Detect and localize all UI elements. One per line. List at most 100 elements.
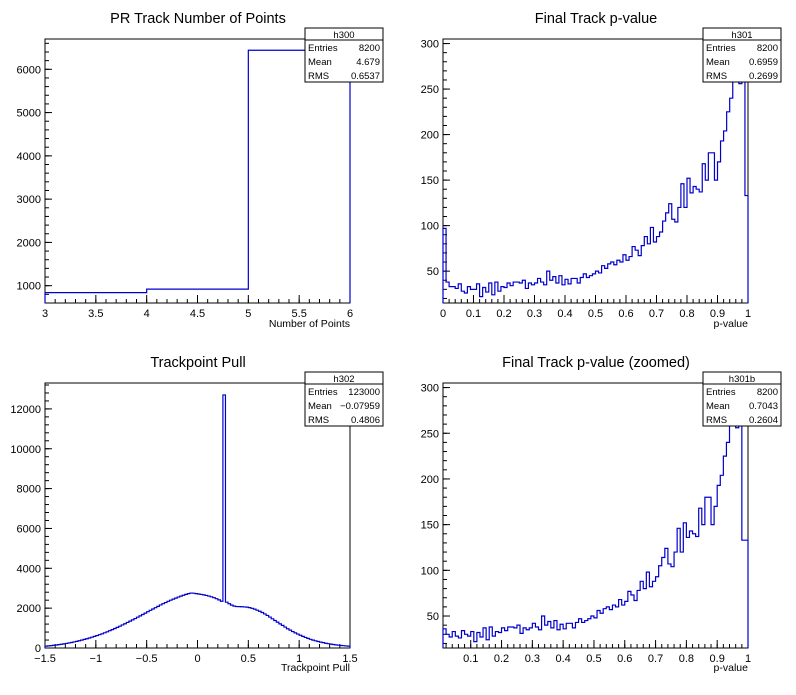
stats-value: 8200 [757, 387, 778, 398]
stats-label: Entries [308, 387, 338, 398]
x-tick-label: 0.4 [557, 308, 572, 320]
y-tick-label: 8000 [17, 484, 41, 496]
stats-value: 123000 [348, 387, 380, 398]
x-tick-label: 4 [144, 308, 150, 320]
stats-label: RMS [706, 415, 727, 426]
y-tick-label: 12000 [10, 404, 41, 416]
stats-label: RMS [706, 71, 727, 82]
panel-final-track-p-value-zoomed: Final Track p-value (zoomed) p-value 50 1… [421, 355, 782, 674]
y-tick-label: 4000 [17, 151, 41, 163]
y-tick-label: 300 [421, 39, 439, 51]
stats-value: 0.6537 [351, 71, 380, 82]
y-tick-label: 5000 [17, 108, 41, 120]
histogram-series [442, 38, 749, 303]
plot-frame [44, 382, 351, 649]
histogram-series [44, 394, 351, 648]
x-tick-label: 0 [440, 308, 446, 320]
plot-frame [44, 38, 351, 304]
stats-label: Mean [308, 401, 332, 412]
panel-final-track-p-value: Final Track p-value p-value 50 100 150 200 2… [421, 11, 782, 330]
panel-title: Trackpoint Pull [150, 355, 245, 371]
x-axis-label: Number of Points [269, 318, 350, 330]
y-tick-label: 100 [421, 221, 439, 233]
x-tick-label: 5.5 [292, 308, 307, 320]
histogram-series [44, 49, 351, 303]
y-tick-label: 100 [421, 565, 439, 577]
y-tick-label: 0 [35, 643, 41, 655]
x-axis-label: p-value [714, 318, 749, 330]
y-tick-label: 4000 [17, 563, 41, 575]
stats-box [304, 27, 384, 83]
x-tick-label: −1 [90, 653, 103, 665]
stats-name: h302 [333, 374, 354, 385]
x-tick-label: 0.7 [648, 653, 663, 665]
stats-value: 8200 [359, 43, 380, 54]
x-tick-label: 0.1 [466, 308, 481, 320]
panel-title: PR Track Number of Points [110, 11, 286, 27]
x-tick-label: 0.5 [588, 308, 603, 320]
stats-value: −0.07959 [340, 401, 380, 412]
y-tick-label: 150 [421, 520, 439, 532]
stats-label: Mean [706, 401, 730, 412]
stats-value: 0.7043 [749, 401, 778, 412]
stats-box [702, 371, 782, 427]
stats-value: 0.4806 [351, 415, 380, 426]
panel-trackpoint-pull: Trackpoint Pull Trackpoint Pull 0 2000 400… [10, 355, 384, 674]
stats-label: RMS [308, 71, 329, 82]
x-tick-label: 6 [347, 308, 353, 320]
x-tick-label: 0.4 [556, 653, 571, 665]
stats-label: Mean [706, 57, 730, 68]
y-tick-label: 6000 [17, 64, 41, 76]
x-tick-label: 3.5 [88, 308, 103, 320]
x-tick-label: 0 [194, 653, 200, 665]
stats-label: Entries [308, 43, 338, 54]
x-tick-label: −0.5 [136, 653, 158, 665]
y-tick-label: 6000 [17, 523, 41, 535]
x-tick-label: 0.5 [241, 653, 256, 665]
x-tick-label: 0.2 [496, 308, 511, 320]
stats-value: 0.2604 [749, 415, 778, 426]
y-tick-label: 250 [421, 84, 439, 96]
y-tick-label: 2000 [17, 237, 41, 249]
x-axis-label: Trackpoint Pull [281, 662, 350, 674]
stats-value: 4.679 [356, 57, 380, 68]
stats-value: 8200 [757, 43, 778, 54]
x-tick-label: 0.8 [679, 308, 694, 320]
y-tick-label: 200 [421, 130, 439, 142]
x-tick-label: 0.9 [710, 653, 725, 665]
y-tick-label: 250 [421, 428, 439, 440]
x-tick-label: 0.8 [679, 653, 694, 665]
x-tick-label: 3 [42, 308, 48, 320]
y-tick-label: 50 [427, 611, 439, 623]
x-tick-label: 5 [245, 308, 251, 320]
x-tick-label: 0.3 [525, 653, 540, 665]
x-tick-label: 0.1 [463, 653, 478, 665]
panel-title: Final Track p-value [535, 11, 658, 27]
stats-value: 0.2699 [749, 71, 778, 82]
y-tick-label: 150 [421, 175, 439, 187]
x-tick-label: 0.6 [618, 308, 633, 320]
y-tick-label: 10000 [10, 444, 41, 456]
x-tick-label: 1 [296, 653, 302, 665]
x-tick-label: 4.5 [190, 308, 205, 320]
stats-box [702, 27, 782, 83]
histogram-series [442, 382, 749, 648]
stats-name: h301b [729, 374, 755, 385]
y-tick-label: 2000 [17, 603, 41, 615]
x-axis-label: p-value [714, 662, 749, 674]
stats-label: Entries [706, 43, 736, 54]
x-tick-label: 1 [745, 653, 751, 665]
x-tick-label: 0.5 [586, 653, 601, 665]
stats-label: RMS [308, 415, 329, 426]
x-tick-label: 1.5 [342, 653, 357, 665]
y-tick-label: 300 [421, 383, 439, 395]
y-tick-label: 1000 [17, 281, 41, 293]
y-tick-label: 200 [421, 474, 439, 486]
stats-name: h301 [731, 30, 752, 41]
x-tick-label: 0.9 [710, 308, 725, 320]
stats-box [304, 371, 384, 427]
stats-value: 0.6959 [749, 57, 778, 68]
y-tick-label: 50 [427, 266, 439, 278]
stats-name: h300 [333, 30, 354, 41]
y-tick-label: 3000 [17, 194, 41, 206]
